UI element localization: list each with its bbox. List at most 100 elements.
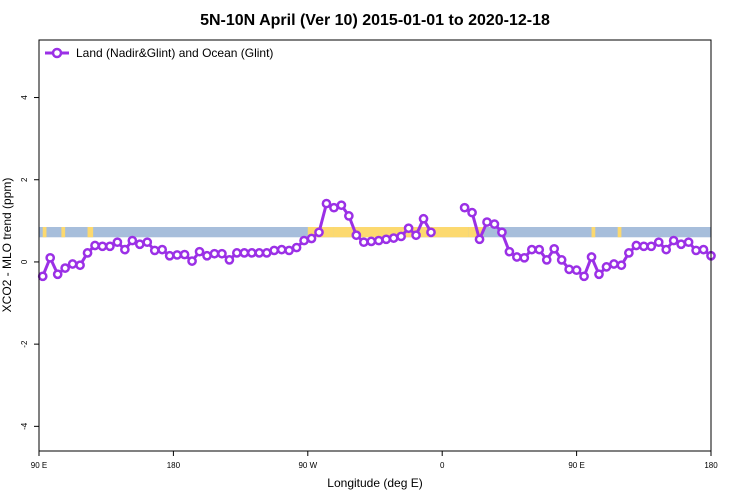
data-point: [388, 233, 399, 243]
data-point: [586, 252, 597, 262]
data-point: [396, 231, 406, 242]
data-point: [512, 252, 522, 262]
data-point: [646, 241, 657, 252]
data-point: [474, 234, 485, 245]
data-point: [112, 237, 123, 248]
y-tick-label: 4: [20, 95, 29, 100]
land-band-segment: [468, 227, 484, 238]
data-point: [541, 255, 552, 265]
data-point: [426, 227, 436, 238]
data-point: [224, 255, 235, 265]
data-point: [579, 271, 589, 282]
plot-frame: [38, 39, 712, 452]
series-line: [463, 206, 712, 278]
data-point: [564, 264, 574, 275]
data-point: [609, 259, 619, 269]
data-point: [631, 240, 642, 251]
data-point: [344, 211, 354, 221]
data-point: [217, 248, 227, 259]
data-point: [418, 213, 429, 224]
x-tick-label: 180: [167, 461, 181, 470]
data-point: [411, 230, 421, 241]
land-band-segment: [591, 227, 596, 238]
legend-entry: Land (Nadir&Glint) and Ocean (Glint): [76, 46, 273, 60]
data-point: [526, 244, 537, 255]
data-point: [157, 244, 168, 255]
data-point: [164, 250, 175, 261]
land-band-segment: [617, 227, 622, 238]
data-point: [556, 255, 567, 265]
data-point: [127, 235, 138, 246]
y-tick-label: 0: [20, 259, 29, 264]
data-point: [179, 249, 190, 260]
data-point: [60, 263, 70, 273]
y-tick-label: -2: [20, 340, 29, 348]
data-point: [105, 241, 115, 252]
data-point: [616, 260, 627, 271]
data-point: [691, 245, 701, 256]
data-point: [358, 237, 369, 248]
data-point: [299, 235, 309, 246]
legend-marker: [51, 47, 63, 59]
data-point: [653, 237, 664, 248]
data-point: [246, 248, 257, 258]
legend: Land (Nadir&Glint) and Ocean (Glint): [45, 46, 273, 60]
data-point: [134, 239, 145, 250]
y-tick-label: -4: [20, 422, 29, 430]
data-point: [269, 245, 280, 256]
chart-title: 5N-10N April (Ver 10) 2015-01-01 to 2020…: [200, 12, 550, 29]
data-point: [142, 237, 153, 248]
data-point: [403, 223, 414, 234]
data-point: [202, 250, 212, 261]
y-axis-label: XCO2 - MLO trend (ppm): [0, 178, 14, 313]
data-point: [698, 244, 709, 255]
x-tick-label: 90 W: [298, 461, 317, 470]
data-point: [519, 252, 530, 263]
data-point: [661, 244, 672, 255]
data-point: [329, 202, 339, 213]
land-band-segment: [42, 227, 47, 238]
data-point: [67, 259, 78, 269]
data-point: [366, 236, 377, 247]
data-point: [482, 217, 492, 227]
land-band-segment: [61, 227, 66, 238]
data-point: [601, 262, 612, 272]
data-point: [381, 234, 392, 245]
data-point: [209, 248, 220, 259]
axes: 90 E 180 90 W 0 90 E 180 -4 -2 0 2 4: [20, 95, 718, 470]
data-point: [594, 269, 604, 280]
data-point: [314, 227, 324, 238]
data-point: [683, 237, 694, 248]
data-point: [276, 244, 287, 255]
data-point: [624, 248, 634, 258]
y-tick-label: 2: [20, 177, 29, 182]
data-point: [45, 252, 56, 263]
data-point: [676, 239, 686, 250]
data-point: [549, 243, 560, 254]
data-point: [291, 242, 302, 253]
data-point: [97, 241, 108, 252]
data-point: [187, 256, 197, 266]
data-point: [489, 219, 500, 229]
data-point: [172, 250, 182, 260]
data-point: [306, 233, 317, 244]
data-point: [261, 248, 272, 258]
x-tick-label: 90 E: [568, 461, 584, 470]
data-point: [467, 207, 477, 218]
data-point: [459, 202, 470, 213]
data-point: [534, 244, 545, 255]
x-tick-label: 180: [704, 461, 718, 470]
data-point: [668, 235, 679, 246]
data-point: [37, 271, 48, 282]
data-point: [373, 235, 384, 246]
series-layer: [37, 198, 716, 282]
data-point: [75, 260, 85, 271]
data-point: [284, 245, 294, 256]
surface-band: [39, 227, 711, 238]
data-point: [239, 248, 250, 258]
x-axis-label: Longitude (deg E): [327, 476, 422, 490]
data-point: [149, 245, 160, 256]
data-point: [321, 198, 332, 209]
x-tick-label: 90 E: [31, 461, 47, 470]
